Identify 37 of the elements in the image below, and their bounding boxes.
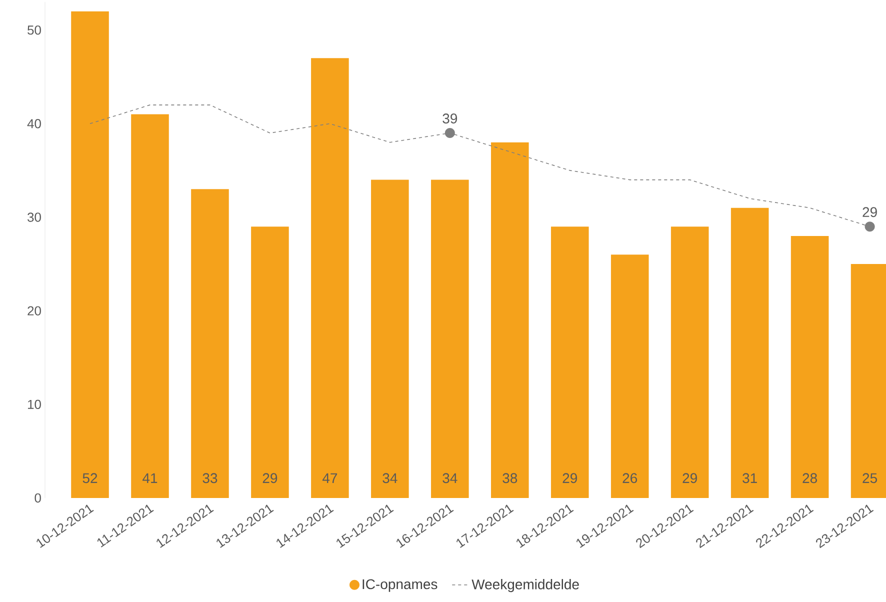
data-label: 26 — [622, 473, 638, 484]
y-tick-label: 10 — [28, 400, 41, 410]
data-label: 38 — [502, 473, 518, 484]
bar — [431, 180, 469, 498]
data-label: 29 — [562, 473, 577, 484]
bar — [131, 114, 169, 498]
data-label: 52 — [82, 473, 98, 484]
bar — [371, 180, 409, 498]
bar — [670, 226, 709, 498]
y-tick-label: 50 — [28, 25, 41, 35]
bar — [550, 226, 589, 498]
bar — [251, 226, 289, 498]
y-tick-label: 20 — [28, 306, 41, 316]
bar — [191, 189, 229, 498]
data-label: 31 — [742, 473, 757, 484]
legend-label: Weekgemiddelde — [472, 579, 579, 592]
data-label: 39 — [442, 114, 458, 124]
data-label: 29 — [262, 473, 278, 484]
data-label: 34 — [382, 473, 398, 484]
data-label: 29 — [862, 207, 877, 218]
legend-label: IC-opnames — [362, 579, 438, 592]
y-tick-label: 30 — [28, 212, 41, 222]
bar — [610, 254, 649, 498]
data-label: 47 — [322, 473, 338, 483]
data-label: 29 — [682, 473, 697, 484]
data-label: 28 — [802, 473, 817, 484]
y-tick-label: 0 — [34, 493, 41, 503]
data-label: 33 — [202, 473, 218, 484]
bar — [490, 142, 529, 498]
data-label: 25 — [862, 473, 877, 484]
bar — [790, 236, 829, 498]
bar — [730, 208, 769, 498]
bar — [71, 11, 109, 498]
y-tick-label: 40 — [27, 119, 41, 128]
data-label: 41 — [142, 473, 158, 483]
bar — [311, 58, 349, 498]
data-label: 34 — [442, 473, 458, 484]
